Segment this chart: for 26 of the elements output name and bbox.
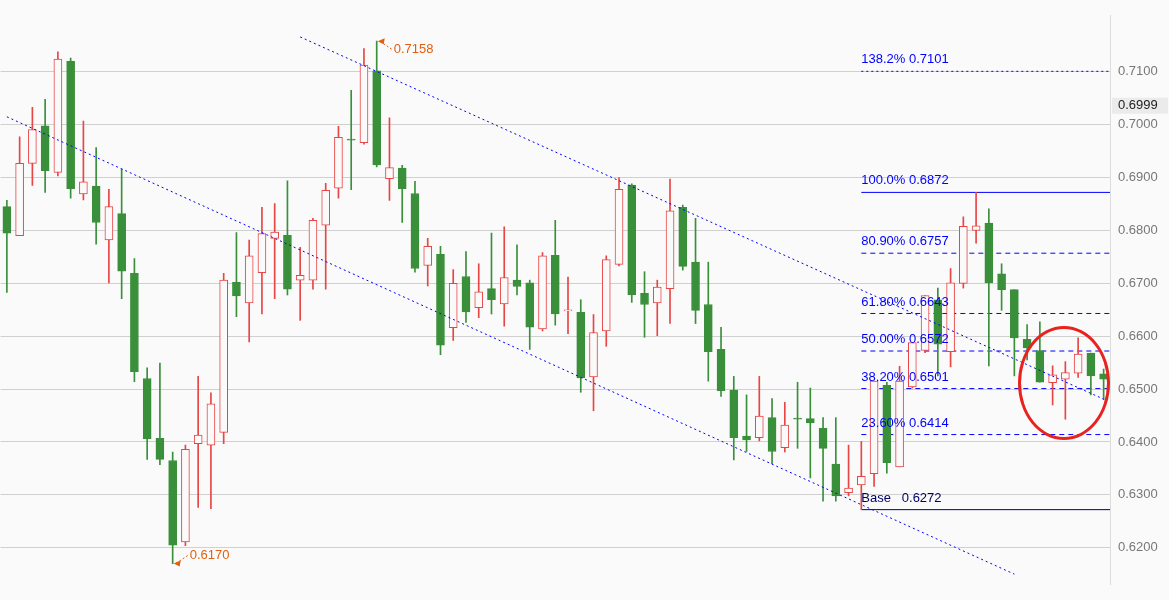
annotation: 0.6170: [189, 547, 230, 563]
candlestick: [155, 362, 165, 466]
annotation: 0.7158: [393, 40, 434, 56]
y-tick-label: 0.6200: [1118, 539, 1158, 555]
ref-line-label: 100.0% 0.6872: [861, 172, 949, 188]
y-tick-label: 0.6900: [1118, 169, 1158, 185]
y-tick-label: 0.6300: [1118, 486, 1158, 502]
candlestick: [346, 90, 356, 191]
ref-line-label: 80.90% 0.6757: [861, 233, 949, 249]
y-tick-label: 0.6600: [1118, 327, 1158, 343]
candlestick: [805, 387, 815, 479]
ref-line-label: 138.2% 0.7101: [861, 51, 949, 67]
candlestick: [295, 247, 305, 321]
candlestick: [193, 376, 203, 508]
candlestick: [563, 276, 573, 334]
y-tick-label: 0.6700: [1118, 274, 1158, 290]
ref-line-label: Base 0.6272: [861, 489, 942, 505]
y-tick-label: 0.6500: [1118, 380, 1158, 396]
text: 0.6999: [1118, 97, 1158, 113]
candlestick: [270, 203, 280, 300]
y-tick-label: 0.7100: [1118, 63, 1158, 79]
candlestick: [971, 192, 981, 244]
y-tick-label: 0.6400: [1118, 433, 1158, 449]
candlestick: [512, 244, 522, 296]
y-tick-label: 0.6800: [1118, 222, 1158, 238]
y-tick-label: 0.7000: [1118, 116, 1158, 132]
